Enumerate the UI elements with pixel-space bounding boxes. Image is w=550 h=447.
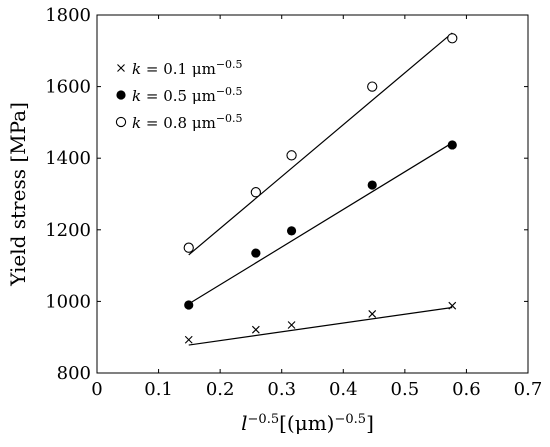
y-tick-label: 1600 (45, 77, 91, 98)
data-point (115, 116, 127, 128)
data-points (183, 33, 458, 344)
x-axis-label-base-exponent: −0.5 (248, 412, 280, 427)
data-point (184, 300, 194, 310)
y-axis-label: Yield stress [MPa] (6, 102, 30, 287)
data-point (184, 335, 193, 344)
x-tick-label: 0.4 (329, 379, 358, 400)
data-point (447, 33, 458, 44)
data-point (368, 310, 377, 318)
legend: k = 0.1 μm−0.5 k = 0.5 μm−0.5 k = 0.8 μm−0… (115, 58, 243, 133)
x-axis-label-base: l (241, 411, 247, 435)
data-point (447, 140, 457, 150)
x-tick-label: 0 (91, 379, 102, 400)
data-point (448, 301, 457, 310)
data-point (117, 64, 125, 72)
x-axis-label-bracket: [(μm) (279, 411, 334, 435)
legend-entry: k = 0.1 μm−0.5 (132, 58, 243, 79)
x-axis-label-bracket-exponent: −0.5 (334, 412, 366, 427)
x-tick-label: 0.3 (267, 379, 296, 400)
data-point (286, 226, 297, 236)
x-tick-label: 0.1 (144, 379, 173, 400)
x-tick-label: 0.2 (206, 379, 235, 400)
data-point (250, 187, 262, 198)
x-axis-label: l−0.5[(μm)−0.5] (241, 411, 374, 435)
data-point (367, 180, 377, 190)
x-tick-label: 0.6 (452, 379, 481, 400)
data-point (287, 321, 296, 329)
y-tick-label: 1000 (45, 291, 91, 312)
data-point (251, 248, 261, 258)
fit-line (188, 32, 453, 256)
x-tick-label: 0.5 (391, 379, 420, 400)
x-tick-label: 0.7 (514, 379, 543, 400)
y-tick-label: 1200 (45, 220, 91, 241)
data-point (251, 325, 260, 334)
ticks: 0 0.1 0.2 0.3 0.4 0.5 0.6 0.7 800 1000 1200 1400 160… (45, 5, 542, 400)
y-tick-label: 800 (57, 363, 91, 384)
y-tick-label: 1800 (45, 5, 91, 26)
legend-entry: k = 0.8 μm−0.5 (132, 112, 243, 133)
data-point (183, 242, 194, 253)
fit-line (188, 142, 453, 305)
legend-entry: k = 0.5 μm−0.5 (132, 85, 243, 106)
plot-frame (96, 14, 529, 374)
y-tick-label: 1400 (45, 148, 91, 169)
data-point (367, 81, 378, 92)
data-point (286, 150, 297, 161)
fit-line (188, 306, 453, 346)
fit-lines (188, 32, 453, 346)
data-point (116, 90, 126, 100)
x-axis-label-close: ] (366, 411, 374, 435)
